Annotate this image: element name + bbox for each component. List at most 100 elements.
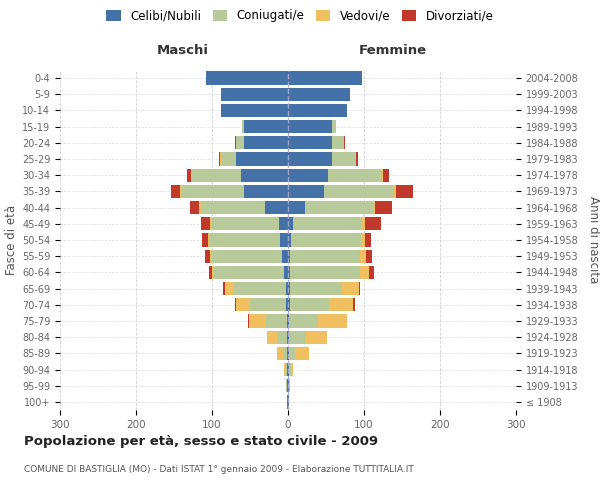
Bar <box>236 152 288 166</box>
Bar <box>288 266 290 279</box>
Bar <box>361 234 365 246</box>
Bar <box>288 396 289 408</box>
Bar <box>317 314 347 328</box>
Bar <box>288 152 332 166</box>
Bar <box>288 379 289 392</box>
Bar <box>244 185 288 198</box>
Bar <box>202 234 208 246</box>
Bar <box>356 152 358 166</box>
Bar <box>287 379 288 392</box>
Bar <box>376 201 392 214</box>
Bar <box>280 234 288 246</box>
Bar <box>288 234 291 246</box>
Bar <box>288 168 328 182</box>
Bar <box>241 168 288 182</box>
Bar <box>328 168 382 182</box>
Bar <box>286 298 288 312</box>
Bar <box>295 346 308 360</box>
Y-axis label: Anni di nascita: Anni di nascita <box>587 196 600 284</box>
Bar <box>214 266 284 279</box>
Bar <box>288 201 305 214</box>
Bar <box>221 88 288 101</box>
Text: Maschi: Maschi <box>157 44 209 58</box>
Bar <box>206 72 288 85</box>
Bar <box>205 250 210 263</box>
Bar <box>293 217 361 230</box>
Bar <box>191 168 241 182</box>
Bar <box>289 314 317 328</box>
Bar <box>220 152 221 166</box>
Bar <box>394 185 396 198</box>
Legend: Celibi/Nubili, Coniugati/e, Vedovi/e, Divorziati/e: Celibi/Nubili, Coniugati/e, Vedovi/e, Di… <box>103 6 497 26</box>
Bar <box>332 152 356 166</box>
Bar <box>288 363 289 376</box>
Bar <box>265 201 288 214</box>
Bar <box>290 298 329 312</box>
Bar <box>182 185 244 198</box>
Bar <box>287 314 288 328</box>
Bar <box>344 136 345 149</box>
Bar <box>332 120 336 134</box>
Bar <box>199 201 200 214</box>
Text: Femmine: Femmine <box>359 44 427 58</box>
Bar <box>396 185 413 198</box>
Bar <box>288 314 289 328</box>
Text: COMUNE DI BASTIGLIA (MO) - Dati ISTAT 1° gennaio 2009 - Elaborazione TUTTITALIA.: COMUNE DI BASTIGLIA (MO) - Dati ISTAT 1°… <box>24 465 414 474</box>
Bar <box>360 266 370 279</box>
Bar <box>332 136 344 149</box>
Bar <box>288 136 332 149</box>
Bar <box>242 120 244 134</box>
Bar <box>190 201 199 214</box>
Bar <box>289 346 295 360</box>
Bar <box>288 185 325 198</box>
Bar <box>366 250 373 263</box>
Bar <box>286 282 288 295</box>
Bar <box>373 201 376 214</box>
Bar <box>370 266 374 279</box>
Bar <box>210 250 212 263</box>
Bar <box>234 282 286 295</box>
Bar <box>277 346 283 360</box>
Bar <box>288 346 289 360</box>
Bar <box>291 234 361 246</box>
Bar <box>266 314 287 328</box>
Bar <box>287 396 288 408</box>
Bar <box>305 201 373 214</box>
Bar <box>212 266 214 279</box>
Bar <box>244 136 288 149</box>
Bar <box>223 282 225 295</box>
Bar <box>289 330 305 344</box>
Bar <box>289 379 290 392</box>
Bar <box>219 152 220 166</box>
Bar <box>353 298 355 312</box>
Bar <box>287 330 288 344</box>
Text: Popolazione per età, sesso e stato civile - 2009: Popolazione per età, sesso e stato civil… <box>24 435 378 448</box>
Bar <box>288 120 332 134</box>
Bar <box>288 72 362 85</box>
Bar <box>187 168 191 182</box>
Bar <box>383 168 389 182</box>
Bar <box>210 217 212 230</box>
Bar <box>342 282 359 295</box>
Bar <box>248 314 249 328</box>
Bar <box>250 298 286 312</box>
Bar <box>286 379 287 392</box>
Bar <box>286 363 287 376</box>
Bar <box>277 330 287 344</box>
Bar <box>208 234 211 246</box>
Bar <box>212 250 282 263</box>
Bar <box>329 298 353 312</box>
Bar <box>290 266 360 279</box>
Bar <box>288 250 290 263</box>
Bar <box>221 152 236 166</box>
Bar <box>288 282 290 295</box>
Bar <box>225 282 234 295</box>
Bar <box>287 346 288 360</box>
Bar <box>287 363 288 376</box>
Bar <box>200 217 210 230</box>
Bar <box>279 217 288 230</box>
Bar <box>290 250 360 263</box>
Y-axis label: Fasce di età: Fasce di età <box>5 205 18 275</box>
Bar <box>291 363 293 376</box>
Bar <box>221 104 288 117</box>
